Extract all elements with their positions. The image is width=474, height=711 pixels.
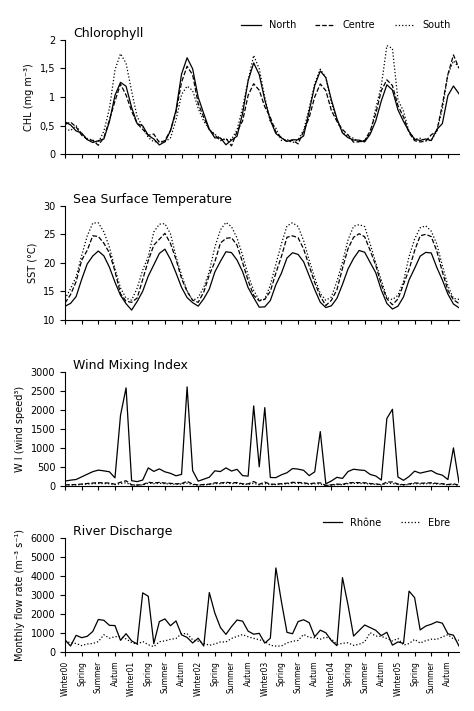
Rhône [62,636,68,644]
Text: Sea Surface Temperature: Sea Surface Temperature [73,193,232,205]
South [434,127,440,135]
Line: Ebre: Ebre [65,633,459,647]
North [62,477,68,486]
South [195,104,201,112]
Text: Wind Mixing Index: Wind Mixing Index [73,358,188,372]
Rhône [295,617,301,626]
South [284,135,290,144]
Centre [123,476,129,485]
Centre [62,481,68,489]
Centre [451,50,456,59]
North [456,479,462,487]
South [62,481,68,489]
Centre [318,80,323,88]
Rhône [201,642,207,651]
Centre [334,117,340,126]
South [456,63,462,72]
Line: Rhône: Rhône [65,568,459,646]
Ebre [334,640,340,648]
Text: River Discharge: River Discharge [73,525,172,538]
Ebre [434,635,440,643]
Rhône [323,629,328,637]
South [118,50,123,58]
Ebre [151,643,156,651]
North [434,125,440,134]
Rhône [456,642,462,651]
North [323,73,328,82]
Text: Chlorophyll: Chlorophyll [73,27,143,40]
Centre [118,80,123,88]
North [295,136,301,144]
North [207,125,212,134]
North [118,78,123,87]
Line: South: South [65,46,459,143]
North [118,411,123,419]
Rhône [340,573,346,582]
Centre [195,100,201,108]
North [456,90,462,98]
Centre [62,120,68,129]
North [184,53,190,62]
Rhône [68,642,73,651]
Rhône [123,629,129,638]
South [118,479,123,488]
Centre [228,141,234,150]
North [318,427,323,436]
North [323,480,328,488]
Centre [456,481,462,489]
Ebre [318,635,323,643]
South [434,480,440,488]
South [456,481,462,490]
Line: Centre: Centre [65,55,459,146]
Rhône [434,617,440,626]
North [156,141,162,149]
South [318,65,323,73]
Line: North: North [65,58,459,145]
Line: Centre: Centre [65,481,459,486]
North [340,129,346,137]
Centre [318,479,323,487]
Y-axis label: CHL (mg m⁻³): CHL (mg m⁻³) [24,63,34,131]
Centre [118,478,123,486]
Y-axis label: W I (wind speed³): W I (wind speed³) [15,385,25,472]
South [340,481,346,489]
Y-axis label: SST (°C): SST (°C) [27,242,37,283]
Y-axis label: Monthly flow rate (m⁻³ s⁻¹): Monthly flow rate (m⁻³ s⁻¹) [15,529,25,661]
Legend: Rhône, Ebre: Rhône, Ebre [319,514,454,532]
Ebre [367,629,373,637]
South [334,117,340,125]
Legend: North, Centre, South: North, Centre, South [237,16,454,34]
South [290,479,295,488]
Centre [428,131,434,139]
South [290,139,295,147]
Line: North: North [65,387,459,484]
Centre [290,136,295,144]
North [340,474,346,483]
Line: South: South [65,483,459,486]
North [290,464,295,473]
Centre [323,481,328,490]
Centre [290,478,295,486]
Ebre [118,632,123,641]
Ebre [290,637,295,646]
Rhône [273,564,279,572]
North [62,117,68,126]
Ebre [201,639,207,648]
Centre [201,480,207,488]
South [318,480,323,488]
South [123,479,129,487]
South [201,481,207,489]
North [434,469,440,478]
Centre [434,479,440,488]
Ebre [456,636,462,644]
South [384,41,390,50]
South [323,481,328,490]
Centre [456,64,462,73]
Ebre [62,637,68,646]
Centre [340,480,346,488]
South [62,124,68,133]
North [201,475,207,483]
North [184,383,190,391]
